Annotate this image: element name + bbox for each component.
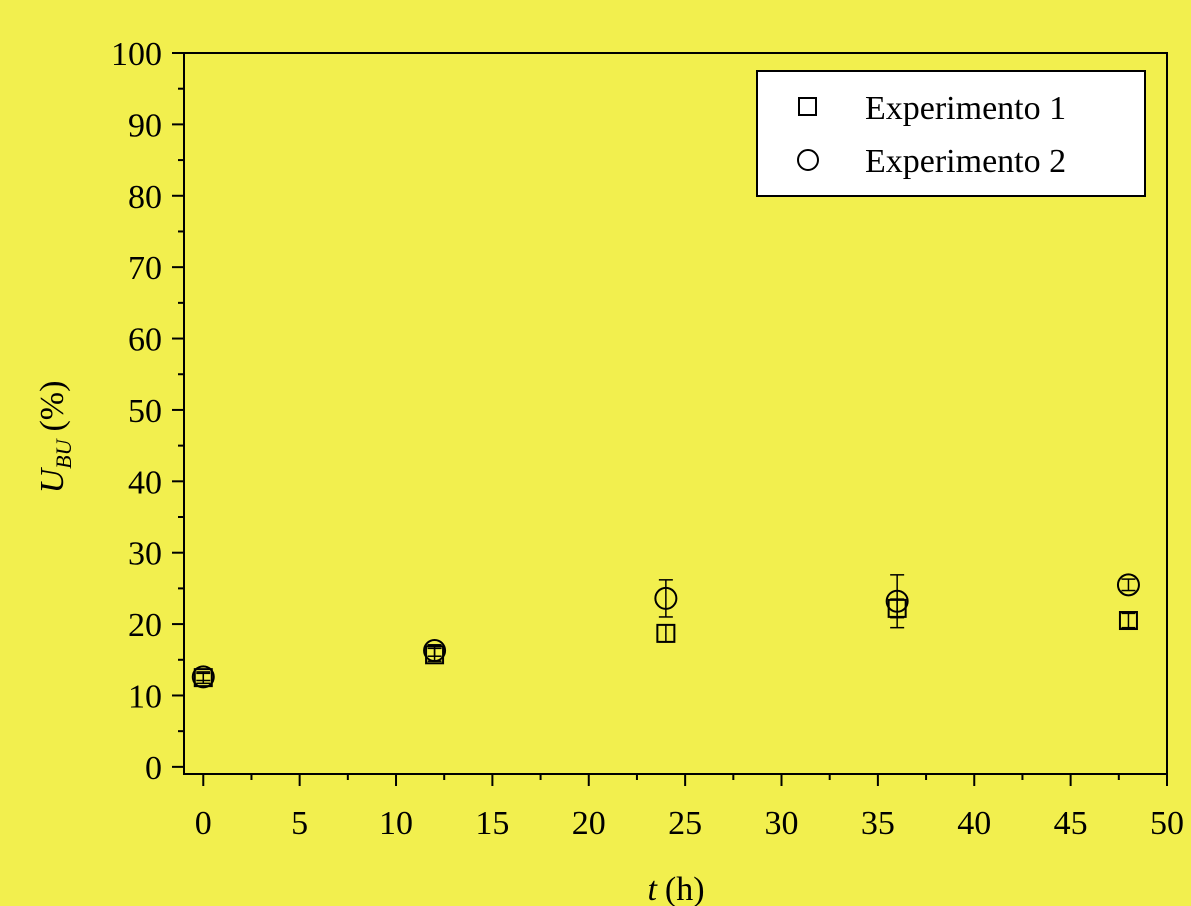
- x-tick-label: 35: [861, 805, 895, 842]
- y-tick-label: 60: [128, 322, 162, 359]
- circle-marker: [1116, 573, 1140, 597]
- y-tick-label: 0: [145, 750, 162, 787]
- y-tick-label: 80: [128, 179, 162, 216]
- y-axis-title: UBU (%): [34, 381, 76, 494]
- x-tick-label: 30: [765, 805, 799, 842]
- x-tick-label: 0: [195, 805, 212, 842]
- x-tick-label: 40: [957, 805, 991, 842]
- series-1-point: [656, 623, 676, 643]
- x-tick-label: 25: [668, 805, 702, 842]
- plot-frame: [183, 52, 1168, 775]
- y-axis-subscript: BU: [51, 437, 76, 468]
- circle-marker: [654, 586, 678, 610]
- series-2-point: [885, 574, 909, 629]
- series-1-point: [1118, 611, 1138, 631]
- x-tick-label: 50: [1150, 805, 1184, 842]
- legend: Experimento 1 Experimento 2: [756, 70, 1146, 197]
- series-2-point: [191, 665, 215, 689]
- legend-label-experimento-1: Experimento 1: [865, 90, 1066, 127]
- square-marker: [193, 668, 213, 688]
- legend-marker-square: [798, 97, 817, 116]
- series-2-point: [1116, 573, 1140, 597]
- y-tick-label: 20: [128, 607, 162, 644]
- circle-marker: [885, 589, 909, 613]
- y-axis-symbol: U: [34, 466, 71, 493]
- circle-marker: [191, 665, 215, 689]
- x-tick-label: 10: [379, 805, 413, 842]
- data-points: [191, 573, 1140, 689]
- x-tick-label: 5: [291, 805, 308, 842]
- y-axis-unit: (%): [34, 381, 71, 432]
- x-tick-label: 15: [475, 805, 509, 842]
- y-tick-label: 70: [128, 250, 162, 287]
- series-2-point: [654, 579, 678, 618]
- x-tick-label: 45: [1054, 805, 1088, 842]
- x-tick-labels: 0 5 10 15 20 25 30 35 40 45 50: [195, 805, 1184, 842]
- y-tick-label: 100: [111, 36, 162, 73]
- series-2-point: [423, 639, 447, 663]
- x-axis-symbol: t: [647, 871, 658, 906]
- legend-box: [756, 70, 1146, 197]
- legend-marker-circle: [797, 149, 819, 171]
- y-tick-label: 40: [128, 464, 162, 501]
- circle-marker: [423, 639, 447, 663]
- y-tick-label: 30: [128, 536, 162, 573]
- x-axis-title: t (h): [647, 871, 704, 906]
- square-marker: [656, 623, 676, 643]
- legend-label-experimento-2: Experimento 2: [865, 143, 1066, 180]
- y-tick-label: 50: [128, 393, 162, 430]
- x-tick-label: 20: [572, 805, 606, 842]
- square-marker: [1118, 611, 1138, 631]
- y-tick-label: 10: [128, 678, 162, 715]
- y-tick-labels: 0 10 20 30 40 50 60 70 80 90 100: [111, 36, 162, 787]
- x-axis-unit: (h): [665, 871, 705, 906]
- y-tick-label: 90: [128, 107, 162, 144]
